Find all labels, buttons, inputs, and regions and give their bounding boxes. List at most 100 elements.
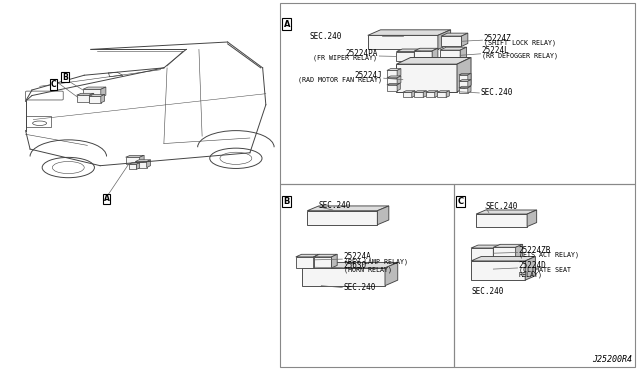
Polygon shape xyxy=(387,70,397,77)
Polygon shape xyxy=(387,68,401,70)
Bar xyxy=(454,184,636,367)
Text: SEC.240: SEC.240 xyxy=(344,283,376,292)
Bar xyxy=(26,116,51,127)
Polygon shape xyxy=(414,49,420,61)
Polygon shape xyxy=(459,80,471,81)
Polygon shape xyxy=(397,83,400,91)
Polygon shape xyxy=(527,210,537,227)
Polygon shape xyxy=(468,86,471,93)
Text: 25224L: 25224L xyxy=(482,46,509,55)
Text: (FR WIPER RELAY): (FR WIPER RELAY) xyxy=(314,54,378,61)
Polygon shape xyxy=(459,88,468,93)
Polygon shape xyxy=(397,68,401,77)
Polygon shape xyxy=(314,254,319,268)
Polygon shape xyxy=(302,268,385,286)
Polygon shape xyxy=(468,73,471,81)
Polygon shape xyxy=(435,91,438,97)
Polygon shape xyxy=(426,91,438,92)
Polygon shape xyxy=(90,94,104,96)
Polygon shape xyxy=(332,254,337,268)
Text: 25224D: 25224D xyxy=(519,261,547,270)
Text: 25224ZB: 25224ZB xyxy=(519,246,551,255)
Polygon shape xyxy=(414,48,438,51)
Polygon shape xyxy=(125,155,144,157)
Polygon shape xyxy=(307,211,378,225)
Polygon shape xyxy=(296,257,314,268)
Polygon shape xyxy=(403,91,415,92)
Polygon shape xyxy=(140,155,144,164)
Polygon shape xyxy=(493,245,500,260)
Polygon shape xyxy=(368,35,438,49)
Polygon shape xyxy=(441,33,468,36)
Polygon shape xyxy=(302,262,397,268)
Text: SEC.240: SEC.240 xyxy=(310,32,342,41)
Text: C: C xyxy=(51,80,56,89)
Polygon shape xyxy=(459,73,471,75)
Text: (HORN RELAY): (HORN RELAY) xyxy=(344,267,392,273)
Text: (RAD MOTOR FAN RELAY): (RAD MOTOR FAN RELAY) xyxy=(298,76,383,83)
Polygon shape xyxy=(432,48,438,61)
Polygon shape xyxy=(396,52,414,61)
Polygon shape xyxy=(387,85,397,91)
Polygon shape xyxy=(129,164,136,169)
Polygon shape xyxy=(437,92,446,97)
Polygon shape xyxy=(471,257,536,261)
Polygon shape xyxy=(296,254,319,257)
Text: (SHIFT LOCK RELAY): (SHIFT LOCK RELAY) xyxy=(484,39,556,46)
Polygon shape xyxy=(368,30,451,35)
Polygon shape xyxy=(77,93,94,95)
Polygon shape xyxy=(100,87,106,97)
Text: 25224Z: 25224Z xyxy=(484,34,511,43)
Polygon shape xyxy=(307,206,389,211)
Polygon shape xyxy=(378,206,389,225)
Text: RELAY): RELAY) xyxy=(519,271,543,278)
Polygon shape xyxy=(83,87,106,89)
Polygon shape xyxy=(90,93,94,102)
Polygon shape xyxy=(90,96,100,103)
Polygon shape xyxy=(396,58,471,64)
Polygon shape xyxy=(426,92,435,97)
Polygon shape xyxy=(412,91,415,97)
Polygon shape xyxy=(414,91,426,92)
Polygon shape xyxy=(314,254,337,257)
Polygon shape xyxy=(525,257,536,280)
Polygon shape xyxy=(83,89,100,97)
Polygon shape xyxy=(135,160,150,161)
Text: (CLIMATE SEAT: (CLIMATE SEAT xyxy=(519,267,571,273)
Polygon shape xyxy=(387,83,400,85)
Bar xyxy=(280,3,636,184)
Text: B: B xyxy=(62,73,68,81)
Polygon shape xyxy=(403,92,412,97)
Polygon shape xyxy=(414,92,423,97)
Text: A: A xyxy=(284,20,290,29)
Polygon shape xyxy=(493,247,516,259)
Polygon shape xyxy=(476,210,537,214)
Text: 25224PA: 25224PA xyxy=(345,49,378,58)
Polygon shape xyxy=(129,163,140,164)
Polygon shape xyxy=(387,76,401,78)
Polygon shape xyxy=(147,160,150,167)
Polygon shape xyxy=(468,80,471,87)
Polygon shape xyxy=(459,86,471,88)
Polygon shape xyxy=(438,30,451,49)
Polygon shape xyxy=(460,47,467,61)
Polygon shape xyxy=(387,78,397,84)
Text: 25224J: 25224J xyxy=(355,71,383,80)
Polygon shape xyxy=(459,75,468,81)
Polygon shape xyxy=(314,257,332,268)
Polygon shape xyxy=(471,261,525,280)
Text: 25224A: 25224A xyxy=(344,252,371,262)
Text: 25630: 25630 xyxy=(344,261,367,270)
Polygon shape xyxy=(459,81,468,87)
Text: SEC.240: SEC.240 xyxy=(318,201,351,210)
Polygon shape xyxy=(423,91,426,97)
Polygon shape xyxy=(446,91,449,97)
Polygon shape xyxy=(471,245,500,248)
Polygon shape xyxy=(100,94,104,103)
Text: (ETS ACT RELAY): (ETS ACT RELAY) xyxy=(519,251,579,258)
Polygon shape xyxy=(476,214,527,227)
Text: SEC.240: SEC.240 xyxy=(486,202,518,211)
Text: B: B xyxy=(284,197,290,206)
Polygon shape xyxy=(493,244,523,247)
Polygon shape xyxy=(440,47,467,50)
